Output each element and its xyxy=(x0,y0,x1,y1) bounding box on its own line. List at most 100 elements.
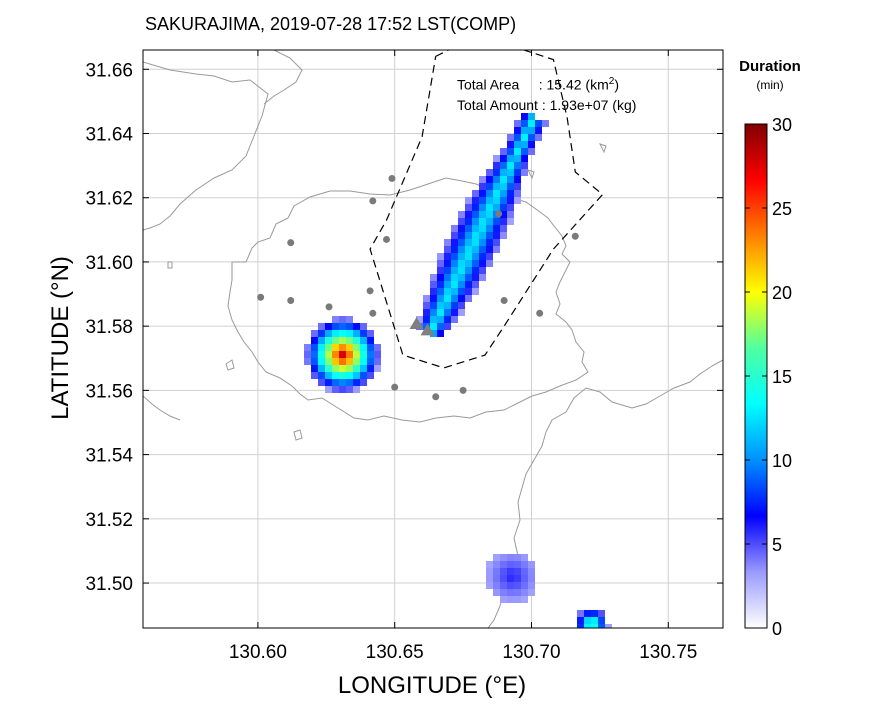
colorbar-unit: (min) xyxy=(756,78,784,92)
deposit-cell xyxy=(444,267,451,274)
deposit-cell xyxy=(479,218,486,225)
station-marker xyxy=(287,239,295,247)
deposit-cell xyxy=(444,246,451,253)
deposit-cell xyxy=(535,127,542,134)
colorbar-tick-label: 0 xyxy=(772,619,782,639)
deposit-cell xyxy=(465,260,472,267)
deposit-cell xyxy=(500,225,507,232)
deposit-cell xyxy=(437,323,444,330)
deposit-cell xyxy=(507,582,514,589)
deposit-cell xyxy=(325,337,332,344)
deposit-cell xyxy=(577,617,584,624)
deposit-cell xyxy=(465,288,472,295)
deposit-cell xyxy=(318,337,325,344)
deposit-cell xyxy=(458,267,465,274)
deposit-cell xyxy=(521,162,528,169)
deposit-cell xyxy=(472,253,479,260)
deposit-cell xyxy=(437,267,444,274)
deposit-cell xyxy=(500,183,507,190)
x-axis-ticks: 130.60 130.65 130.70 130.75 xyxy=(229,50,697,663)
deposit-cell xyxy=(353,337,360,344)
deposit-cell xyxy=(507,554,514,561)
total-area-text: Total Area : 15.42 (km xyxy=(457,76,609,93)
deposit-cell xyxy=(514,197,521,204)
deposit-cell xyxy=(493,176,500,183)
deposit-cell xyxy=(514,589,521,596)
deposit-cell xyxy=(437,260,444,267)
islet-5 xyxy=(167,261,173,269)
deposit-cell xyxy=(332,365,339,372)
deposit-cell xyxy=(493,218,500,225)
deposit-cell xyxy=(528,561,535,568)
deposit-cell xyxy=(465,204,472,211)
deposit-cell xyxy=(472,197,479,204)
deposit-cell xyxy=(486,575,493,582)
deposit-cell xyxy=(437,253,444,260)
deposit-cell xyxy=(451,267,458,274)
deposit-cell xyxy=(451,281,458,288)
deposit-cell xyxy=(451,232,458,239)
deposit-cell xyxy=(423,295,430,302)
deposit-cell xyxy=(479,253,486,260)
deposit-cell xyxy=(479,176,486,183)
deposit-cell xyxy=(577,610,584,617)
deposit-cell xyxy=(465,274,472,281)
deposit-cell xyxy=(451,316,458,323)
north-mainland-coastline xyxy=(143,61,269,231)
colorbar-tick-label: 20 xyxy=(772,283,792,303)
deposit-cell xyxy=(325,372,332,379)
deposit-cell xyxy=(514,169,521,176)
deposit-cell xyxy=(577,624,584,628)
deposit-cell xyxy=(472,281,479,288)
deposit-cell xyxy=(514,183,521,190)
deposit-cell xyxy=(479,225,486,232)
deposit-cell xyxy=(472,232,479,239)
deposit-cell xyxy=(465,197,472,204)
deposit-cell xyxy=(500,589,507,596)
north-bay-coastline xyxy=(263,50,303,105)
deposit-cell xyxy=(367,330,374,337)
deposit-cell xyxy=(528,134,535,141)
deposit-cell xyxy=(479,204,486,211)
deposit-cell xyxy=(444,253,451,260)
deposit-cell xyxy=(521,155,528,162)
deposit-cell xyxy=(472,218,479,225)
deposit-cell xyxy=(465,295,472,302)
deposit-cell xyxy=(451,309,458,316)
deposit-cell xyxy=(493,162,500,169)
deposit-cell xyxy=(591,617,598,624)
deposit-cell xyxy=(500,561,507,568)
deposit-cell xyxy=(500,176,507,183)
deposit-cell xyxy=(507,141,514,148)
y-tick-label: 31.54 xyxy=(85,446,133,467)
deposit-cell xyxy=(479,267,486,274)
deposit-cell xyxy=(430,274,437,281)
deposit-cell xyxy=(493,582,500,589)
station-marker xyxy=(391,383,399,391)
deposit-cell xyxy=(332,372,339,379)
deposit-cell xyxy=(507,589,514,596)
deposit-cell xyxy=(332,323,339,330)
deposit-cell xyxy=(486,197,493,204)
deposit-cell xyxy=(444,274,451,281)
deposit-cell xyxy=(528,127,535,134)
deposit-cell xyxy=(346,330,353,337)
vent-marker xyxy=(420,323,435,336)
deposit-cell xyxy=(451,246,458,253)
y-tick-label: 31.56 xyxy=(85,381,133,402)
deposit-cell xyxy=(360,351,367,358)
deposit-cell xyxy=(346,351,353,358)
deposit-cell xyxy=(444,302,451,309)
deposit-cell xyxy=(486,190,493,197)
deposit-cell xyxy=(339,379,346,386)
deposit-cell xyxy=(367,365,374,372)
colorbar-ticks: 0 5 10 15 20 25 30 xyxy=(745,115,792,639)
total-area-annotation: Total Area : 15.42 (km2) xyxy=(457,76,619,93)
deposit-cell xyxy=(486,232,493,239)
deposit-cell xyxy=(500,218,507,225)
deposit-cell xyxy=(339,316,346,323)
deposit-cell xyxy=(493,169,500,176)
deposit-cell xyxy=(486,246,493,253)
deposit-cell xyxy=(486,582,493,589)
